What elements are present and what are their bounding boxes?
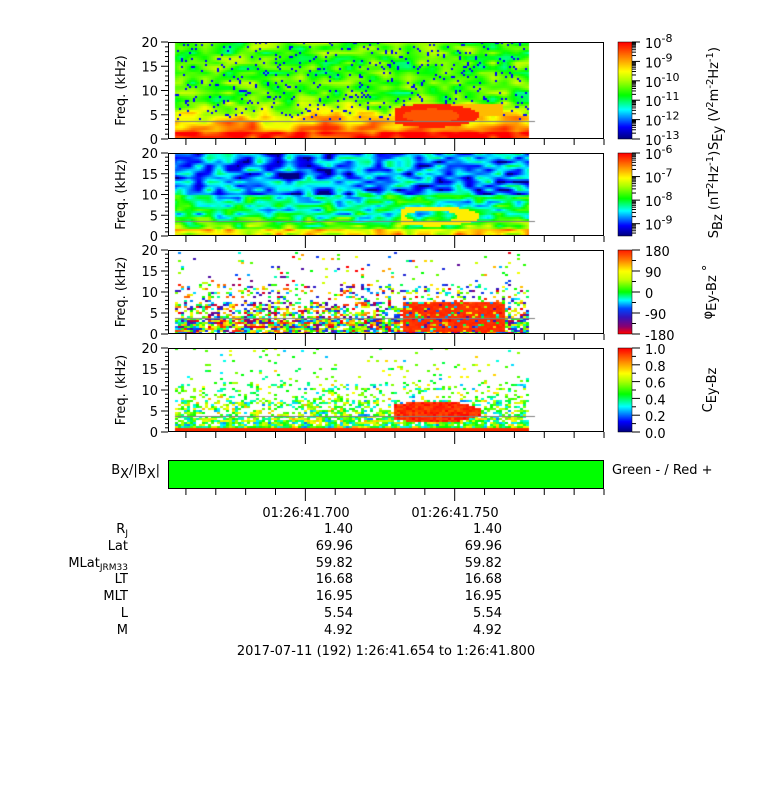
ephemeris-label: L <box>120 606 128 621</box>
y-axis-label: Freq. (kHz) <box>114 355 129 425</box>
colorbar-label: CEy-Bz <box>701 367 720 412</box>
colorbar-tick-label: 10-13 <box>645 129 680 150</box>
y-tick-label: 15 <box>141 363 158 378</box>
colorbar-tick-label: 0.0 <box>645 427 666 442</box>
colorbar-tick-label: 10-8 <box>645 190 673 211</box>
ephemeris-label: RJ <box>116 522 128 539</box>
y-tick-label: 15 <box>141 60 158 75</box>
ephemeris-label: LT <box>114 572 128 588</box>
panel-frame <box>168 153 604 236</box>
colorbar-tick-label: 1.0 <box>645 343 666 358</box>
y-tick-label: 5 <box>150 405 158 420</box>
colorbar-frame <box>617 152 633 237</box>
ephemeris-label: M <box>116 622 128 638</box>
ephemeris-value: 4.92 <box>324 622 353 638</box>
colorbar-tick-label: 10-9 <box>645 51 673 72</box>
spectrogram-ey <box>168 42 604 139</box>
y-tick-label: 20 <box>141 147 158 162</box>
y-tick-label: 20 <box>141 36 158 51</box>
bx-label: BX/|BX| <box>111 463 160 482</box>
colorbar-tick-label: 10-12 <box>645 109 680 130</box>
ephemeris-label: Lat <box>107 538 128 554</box>
colorbar-tick-label: 180 <box>645 245 670 260</box>
y-axis-label: Freq. (kHz) <box>114 159 129 229</box>
y-tick-label: 15 <box>141 265 158 280</box>
y-tick-label: 10 <box>141 286 158 301</box>
ephemeris-value: 59.82 <box>464 555 502 571</box>
ephemeris-value: 5.54 <box>473 606 502 621</box>
colorbar-tick-label: 10-6 <box>645 143 673 164</box>
bx-bar <box>168 460 604 489</box>
ephemeris-value: 5.54 <box>324 606 353 621</box>
colorbar-tick-label: -180 <box>645 329 675 344</box>
ephemeris-value: 1.40 <box>324 522 353 537</box>
y-tick-label: 10 <box>141 384 158 399</box>
ephemeris-value: 16.68 <box>315 572 353 588</box>
phase-ey-bz <box>168 250 604 334</box>
y-axis-label: Freq. (kHz) <box>114 55 129 125</box>
colorbar-frame <box>617 347 633 433</box>
panel-frame <box>168 348 604 432</box>
y-tick-label: 20 <box>141 342 158 357</box>
ephemeris-value: 16.95 <box>315 589 353 605</box>
ephemeris-value: 1.40 <box>473 522 502 537</box>
y-tick-label: 5 <box>150 307 158 322</box>
panel-frame <box>168 42 604 139</box>
colorbar-tick-label: 10-11 <box>645 90 680 111</box>
colorbar-label: φEy-Bz ° <box>701 265 720 320</box>
ephemeris-value: 59.82 <box>315 555 353 571</box>
colorbar-tick-label: 10-8 <box>645 32 673 53</box>
y-tick-label: 0 <box>150 426 158 441</box>
colorbar-tick-label: 10-9 <box>645 213 673 234</box>
colorbar-frame <box>617 249 633 335</box>
colorbar-ey <box>618 42 632 139</box>
panel-frame <box>168 250 604 334</box>
colorbar-tick-label: 0 <box>645 287 653 302</box>
y-tick-label: 0 <box>150 328 158 343</box>
time-tick-label-2: 01:26:41.750 <box>411 506 498 521</box>
footer-time-range: 2017-07-11 (192) 1:26:41.654 to 1:26:41.… <box>237 644 535 659</box>
colorbar-tick-label: 0.4 <box>645 393 666 408</box>
colorbar-tick-label: 0.6 <box>645 377 666 392</box>
colorbar-tick-label: 0.2 <box>645 410 666 425</box>
y-tick-label: 10 <box>141 189 158 204</box>
y-tick-label: 0 <box>150 133 158 148</box>
colorbar-tick-label: 10-10 <box>645 70 680 91</box>
ephemeris-value: 4.92 <box>473 622 502 638</box>
ephemeris-label: MLT <box>103 589 128 605</box>
colorbar-tick-label: -90 <box>645 308 666 323</box>
ephemeris-value: 16.68 <box>464 572 502 588</box>
y-tick-label: 5 <box>150 109 158 124</box>
y-tick-label: 5 <box>150 209 158 224</box>
colorbar-tick-label: 0.8 <box>645 360 666 375</box>
y-tick-label: 10 <box>141 85 158 100</box>
y-tick-label: 20 <box>141 244 158 259</box>
coherence-ey-bz <box>168 348 604 432</box>
colorbar-tick-label: 90 <box>645 266 662 281</box>
colorbar-label: SBz (nT2Hz-1) <box>705 151 726 238</box>
colorbar-frame <box>617 41 633 140</box>
spectrogram-bz <box>168 153 604 236</box>
ephemeris-value: 16.95 <box>464 589 502 605</box>
colorbar-tick-label: 10-7 <box>645 166 673 187</box>
y-axis-label: Freq. (kHz) <box>114 257 129 327</box>
y-tick-label: 0 <box>150 230 158 245</box>
ephemeris-value: 69.96 <box>464 538 502 554</box>
colorbar-phase <box>618 250 632 334</box>
colorbar-bz <box>618 153 632 236</box>
ephemeris-label: MLatJRM33 <box>68 555 128 573</box>
colorbar-label: SEy (V2m-2Hz-1) <box>705 47 726 150</box>
colorbar-coherence <box>618 348 632 432</box>
y-tick-label: 15 <box>141 168 158 183</box>
ephemeris-value: 69.96 <box>315 538 353 554</box>
bx-legend: Green - / Red + <box>612 463 713 478</box>
time-tick-label-1: 01:26:41.700 <box>262 506 349 521</box>
